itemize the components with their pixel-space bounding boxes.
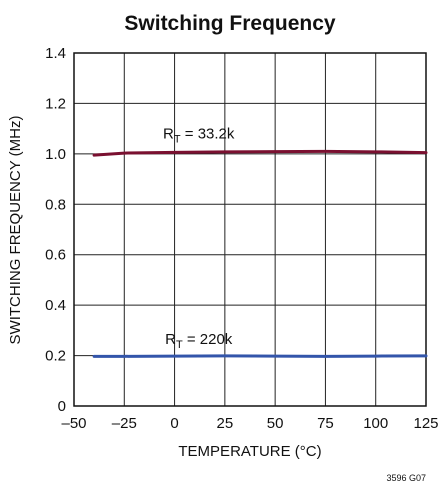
annotation-value: = 220k	[183, 331, 233, 348]
x-tick-label: 50	[267, 415, 284, 432]
y-tick-labels: 0 0.2 0.4 0.6 0.8 1.0 1.2 1.4	[45, 45, 66, 415]
series-line-0	[92, 149, 428, 157]
x-tick-label: 25	[217, 415, 234, 432]
x-tick-label: 75	[317, 415, 334, 432]
y-tick-label: 1.2	[45, 95, 66, 112]
y-tick-label: 0.4	[45, 297, 66, 314]
y-tick-label: 0.6	[45, 247, 66, 264]
annotation-subscript: T	[174, 134, 181, 146]
series-annotation-0: RT = 33.2k	[163, 126, 235, 146]
grid	[73, 52, 427, 407]
y-tick-label: 0.8	[45, 196, 66, 213]
series-line-1	[92, 354, 428, 358]
y-tick-label: 0	[58, 398, 66, 415]
annotation-value: = 33.2k	[181, 126, 235, 143]
y-tick-label: 1.0	[45, 146, 66, 163]
x-tick-label: 0	[170, 415, 178, 432]
y-axis-label: SWITCHING FREQUENCY (MHz)	[7, 116, 24, 345]
annotation-subscript: T	[176, 339, 183, 351]
x-axis-label: TEMPERATURE (°C)	[178, 443, 321, 460]
x-tick-labels: –50 –25 0 25 50 75 100 125	[61, 415, 438, 432]
annotation-symbol: R	[165, 331, 176, 348]
chart-title: Switching Frequency	[124, 12, 336, 35]
y-tick-label: 0.2	[45, 348, 66, 365]
x-tick-label: –25	[112, 415, 137, 432]
annotation-symbol: R	[163, 126, 174, 143]
figure-id: 3596 G07	[386, 473, 426, 483]
x-tick-label: –50	[61, 415, 86, 432]
x-tick-label: 100	[363, 415, 388, 432]
x-tick-label: 125	[413, 415, 438, 432]
series-0	[92, 149, 428, 157]
y-tick-label: 1.4	[45, 45, 66, 62]
plot-frame	[73, 52, 427, 407]
series-layer	[92, 149, 428, 358]
series-annotation-1: RT = 220k	[165, 331, 233, 351]
series-1	[92, 354, 428, 358]
